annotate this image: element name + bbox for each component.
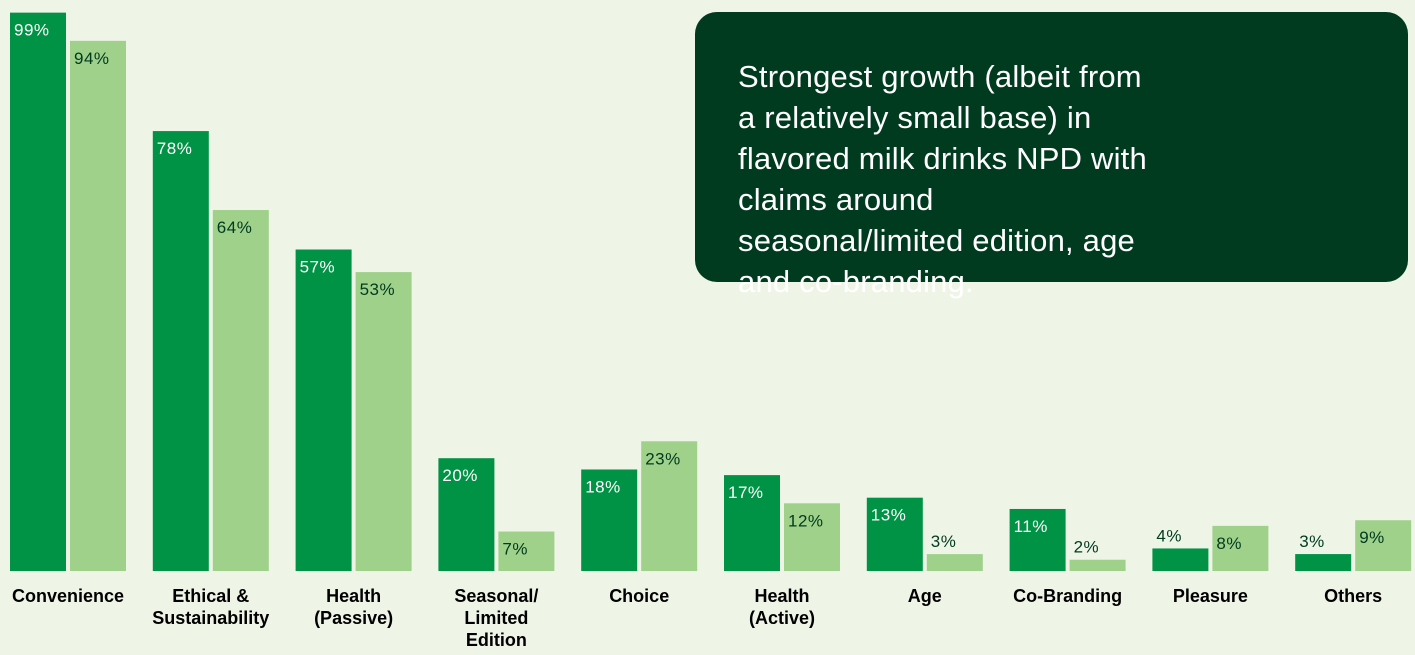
bar-series-1 [295, 249, 352, 571]
bar-series-1 [1295, 554, 1352, 571]
category-label: Convenience [12, 586, 124, 606]
category-label: Seasonal/Limited Edition [454, 586, 538, 650]
bar-series-2 [70, 40, 126, 571]
bar-value-label: 18% [585, 477, 621, 496]
category-label-line: Limited [464, 608, 528, 628]
bar-value-label: 11% [1014, 517, 1048, 536]
bar-value-label: 7% [502, 540, 528, 559]
bar-value-label: 78% [157, 139, 193, 158]
bar-value-label: 13% [871, 506, 907, 525]
bar-series-1 [1009, 508, 1066, 571]
category-label: Ethical & Sustainability [152, 586, 269, 628]
bar-series-2 [926, 554, 983, 571]
category-label-line: Edition [466, 630, 527, 650]
bar-series-1 [581, 469, 638, 571]
category-label: Choice [609, 586, 669, 606]
category-label: Pleasure [1173, 586, 1248, 606]
category-label-line: Health [326, 586, 381, 606]
category-label-line: Ethical & [172, 586, 249, 606]
bar-series-2 [355, 272, 412, 571]
bar-series-2 [212, 210, 269, 572]
bar-value-label: 99% [14, 21, 50, 40]
bar-value-label: 3% [1299, 532, 1325, 551]
bar-value-label: 2% [1074, 538, 1100, 557]
insight-callout-text: Strongest growth (albeit from a relative… [738, 59, 1147, 299]
bar-value-label: 4% [1156, 526, 1182, 545]
bar-value-label: 23% [645, 449, 681, 468]
bar-series-2 [1069, 559, 1126, 571]
category-label-line: Health [754, 586, 809, 606]
category-label-line: Choice [609, 586, 669, 606]
bar-series-1 [866, 497, 923, 571]
category-label: Co-Branding [1013, 586, 1122, 606]
category-label-line: (Passive) [314, 608, 393, 628]
bar-series-1 [152, 131, 209, 571]
category-label: Age [908, 586, 942, 606]
bar-series-1 [10, 12, 66, 571]
bar-value-label: 94% [74, 49, 110, 68]
category-label: Others [1324, 586, 1382, 606]
bar-value-label: 12% [788, 511, 824, 530]
bar-series-2 [784, 503, 840, 571]
bar-value-label: 20% [442, 466, 478, 485]
category-label-line: Age [908, 586, 942, 606]
bar-series-1 [1152, 548, 1209, 571]
bar-series-2 [1355, 520, 1412, 571]
bar-value-label: 53% [360, 280, 396, 299]
bar-value-label: 9% [1359, 528, 1385, 547]
category-label-line: Pleasure [1173, 586, 1248, 606]
category-label: Health (Active) [749, 586, 815, 628]
bar-series-2 [1212, 525, 1269, 571]
bar-series-2 [641, 441, 698, 571]
bar-value-label: 64% [217, 218, 253, 237]
category-label-line: Seasonal/ [454, 586, 538, 606]
bar-series-2 [498, 531, 555, 571]
category-label-line: (Active) [749, 608, 815, 628]
bar-value-label: 17% [728, 483, 764, 502]
category-label-line: Co-Branding [1013, 586, 1122, 606]
category-label: Health (Passive) [314, 586, 393, 628]
category-label-line: Others [1324, 586, 1382, 606]
bar-value-label: 57% [300, 258, 336, 277]
category-label-line: Convenience [12, 586, 124, 606]
bar-value-label: 3% [931, 532, 957, 551]
bar-series-1 [724, 475, 780, 571]
category-label-line: Sustainability [152, 608, 269, 628]
bar-value-label: 8% [1216, 534, 1242, 553]
insight-callout: Strongest growth (albeit from a relative… [695, 12, 1408, 299]
bar-series-1 [438, 458, 495, 571]
